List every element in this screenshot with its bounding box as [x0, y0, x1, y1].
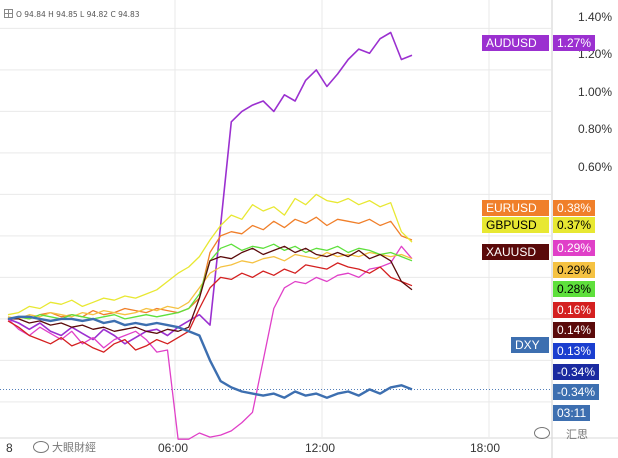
y-tick-label: 1.00% — [577, 85, 612, 99]
x-tick-label: 12:00 — [305, 441, 336, 455]
x-tick-label: 18:00 — [470, 441, 501, 455]
value-tag: 1.27% — [553, 35, 596, 51]
x-tick-label: 06:00 — [158, 441, 189, 455]
value-tag: 0.28% — [553, 281, 596, 297]
chat-icon — [534, 427, 550, 439]
series-tag-audusd: AUDUSD — [482, 35, 549, 51]
value-tag: 0.14% — [553, 322, 596, 338]
brand-logo-icon — [33, 441, 49, 453]
value-tag: 0.29% — [553, 262, 596, 278]
value-tag: 0.29% — [553, 240, 596, 256]
y-tick-label: 1.40% — [577, 10, 612, 24]
series-tag-dxy: DXY — [511, 337, 549, 353]
watermark-right: 汇思 — [566, 429, 588, 441]
value-tag: -0.34% — [553, 384, 600, 400]
value-tag: 0.38% — [553, 200, 596, 216]
ohlc-low: L 94.82 — [80, 10, 109, 19]
watermark-left: 大眼財經 — [52, 442, 96, 454]
series-line-unlabeled — [7, 262, 413, 353]
series-tag-xauusd: XAUUSD — [482, 244, 549, 260]
series-line-gbpusd — [7, 193, 413, 316]
series-line-dxy — [7, 315, 413, 399]
value-tag: -0.34% — [553, 364, 600, 380]
ohlc-open: O 94.84 — [16, 10, 46, 19]
clock-tag: 03:11 — [553, 405, 591, 421]
series-line-xauusd — [7, 245, 413, 440]
series-line-unlabeled — [8, 245, 413, 335]
value-tag: 0.16% — [553, 302, 596, 318]
y-tick-label: 0.80% — [577, 122, 612, 136]
ohlc-close: C 94.83 — [110, 10, 140, 19]
y-tick-label: 0.60% — [577, 160, 612, 174]
series-tag-eurusd: EURUSD — [482, 200, 549, 216]
value-tag: 0.37% — [553, 217, 596, 233]
x-tick-label: 8 — [6, 441, 13, 455]
ohlc-high: H 94.85 — [48, 10, 78, 19]
series-tag-gbpusd: GBPUSD — [482, 217, 549, 233]
value-tag: 0.13% — [553, 343, 596, 359]
crosshair-icon — [4, 9, 13, 18]
ohlc-readout: O 94.84 H 94.85 L 94.82 C 94.83 — [4, 9, 140, 19]
series-line-audusd — [7, 31, 413, 345]
